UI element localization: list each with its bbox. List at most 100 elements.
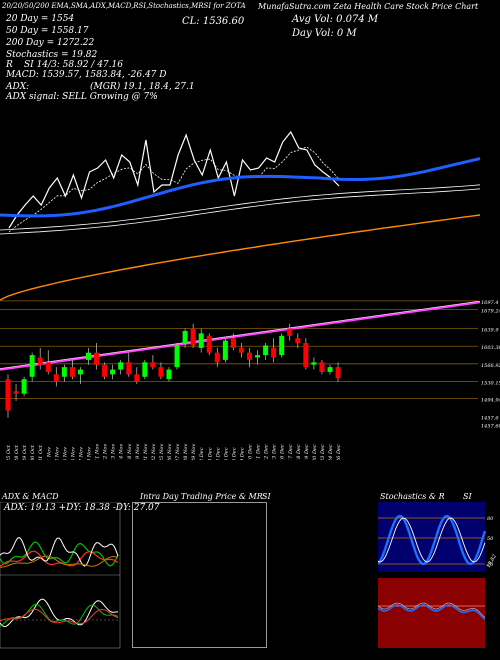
adx-label: ADX: — [6, 82, 30, 92]
adx-plus-di-line — [0, 541, 119, 567]
x-tick-label: 24 Dec — [328, 444, 334, 460]
x-tick-label: 26 Dec — [336, 444, 342, 460]
stoch-value-label: 19.82 — [486, 554, 498, 569]
candle-body — [335, 367, 341, 379]
candle-body — [311, 362, 317, 365]
avg-volume-label: Avg Vol: 0.074 M — [292, 14, 379, 25]
price-close-line — [8, 130, 340, 229]
ema50-line — [0, 184, 481, 231]
x-tick-label: 3 Dec — [207, 447, 213, 460]
x-tick-label: 17 Dec — [288, 444, 294, 460]
candle-body — [13, 391, 19, 394]
price-level-label: 1530.15 — [481, 381, 500, 387]
ema20-line — [0, 157, 481, 218]
x-tick-label: 4 Nov — [54, 447, 60, 460]
x-tick-label: 5 Dec — [223, 447, 229, 460]
adx-readout: ADX: 19.13 +DY: 18.38 -DY: 27.07 — [4, 503, 160, 513]
x-tick-label: 2 Dec — [199, 447, 205, 460]
stoch-d-line — [378, 517, 486, 563]
candle-body — [319, 362, 325, 372]
candle-body — [222, 340, 228, 360]
r-label: R — [6, 60, 13, 70]
x-tick-label: 20 Dec — [312, 444, 318, 460]
adx-ma-line — [0, 555, 119, 568]
x-tick-label: 5 Nov — [62, 447, 68, 460]
candle-body — [271, 347, 277, 358]
rsi-bg — [378, 578, 485, 648]
mgr-label: (MGR) 19.1, 18.4, 27.1 — [90, 82, 195, 92]
candle-body — [37, 357, 43, 365]
price-level-label: 1697.4 — [481, 300, 499, 306]
ema200-label: 200 Day = 1272.22 — [6, 38, 95, 48]
x-tick-label: 1 Nov — [46, 447, 52, 460]
candle-body — [303, 343, 309, 368]
x-tick-label: 4 Dec — [215, 447, 221, 460]
candle-body — [86, 352, 91, 360]
x-tick-label: 28 Oct — [14, 444, 20, 460]
short-ma-line — [8, 146, 340, 233]
x-tick-label: 6 Dec — [231, 447, 237, 460]
x-tick-label: 31 Oct — [38, 444, 44, 460]
x-tick-label: 22 Nov — [151, 444, 157, 460]
candle-body — [45, 362, 51, 372]
x-tick-label: 13 Dec — [272, 444, 278, 460]
candle-body — [279, 335, 285, 356]
x-tick-label: 19 Nov — [135, 444, 141, 460]
candle-body — [5, 379, 11, 411]
candle-body — [295, 338, 301, 344]
candle-body — [214, 352, 220, 363]
x-tick-label: 18 Nov — [127, 444, 133, 460]
candle-body — [238, 347, 244, 353]
sma50-line — [0, 188, 481, 235]
candle-body — [29, 355, 35, 377]
stoch-rsi-suffix: SI — [463, 492, 472, 501]
adx-macd-title: ADX & MACD — [2, 492, 59, 501]
macd-hist-line — [0, 608, 119, 625]
candle-body — [53, 374, 59, 382]
adx-signal-label: ADX signal: SELL Growing @ 7% — [6, 92, 158, 102]
candle-body — [263, 345, 269, 356]
x-tick-label: 13 Nov — [111, 444, 117, 460]
indicator-strip-label: 20/20/50/200 EMA,SMA,ADX,MACD,RSI,Stocha… — [2, 2, 246, 10]
candle-body — [77, 369, 83, 375]
price-chart: 1697.4 1679.24 1639.9 1603.36 1566.92 1530.15… — [0, 130, 500, 460]
candle-body — [174, 345, 180, 368]
candle-body — [118, 362, 124, 370]
x-tick-label: 6 Nov — [70, 447, 76, 460]
candle-body — [94, 352, 100, 365]
rsi-line — [378, 604, 486, 621]
candle-body — [327, 367, 333, 372]
stochastics-label: Stochastics = 19.82 — [6, 50, 98, 60]
pink-ma-core — [0, 300, 481, 369]
candle-body — [166, 369, 172, 380]
x-tick-label: 25 Nov — [159, 444, 165, 460]
x-tick-label: 12 Dec — [264, 444, 270, 460]
stoch-scale-label: 20 — [486, 562, 494, 568]
candle-body — [150, 362, 156, 368]
x-tick-label: 29 Nov — [191, 444, 197, 460]
intraday-title: Intra Day Trading Price & MR — [140, 492, 263, 501]
x-tick-label: 7 Nov — [78, 447, 84, 460]
x-tick-label: 30 Oct — [30, 444, 36, 460]
x-tick-label: 18 Dec — [296, 444, 302, 460]
candle-body — [158, 367, 164, 377]
candle-body — [134, 374, 140, 382]
x-tick-label: 23 Dec — [320, 444, 326, 460]
candle-body — [287, 328, 293, 336]
adx-minus-di-line — [0, 550, 119, 567]
si-label: SI 14/3: 58.92 / 47.16 — [24, 60, 123, 70]
candle-body — [247, 352, 252, 360]
candle-body — [21, 379, 27, 394]
price-level-label: 1457.60 — [481, 424, 500, 430]
x-tick-label: 16 Dec — [280, 444, 286, 460]
close-price-label: CL: 1536.60 — [182, 16, 245, 27]
candle-body — [182, 330, 188, 344]
x-tick-label: 14 Nov — [119, 444, 125, 460]
day-volume-label: Day Vol: 0 M — [292, 28, 357, 39]
x-tick-label: 8 Nov — [87, 447, 93, 460]
stoch-scale-label: 80 — [487, 516, 494, 522]
stoch-rsi-title: Stochastics & R — [380, 492, 445, 501]
intraday-suffix: SI — [262, 492, 271, 501]
candle-body — [255, 355, 261, 358]
